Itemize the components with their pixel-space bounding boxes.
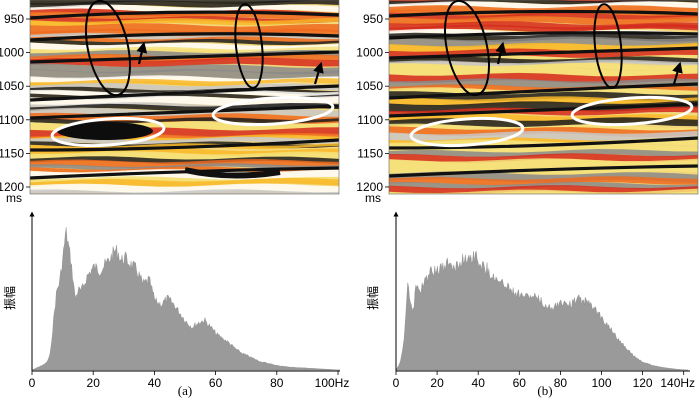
spectrum-b: 振幅 0 20 40 60 80 100 120 140Hz (b)	[365, 211, 695, 398]
frequency-tick-label-b: 100	[591, 376, 611, 390]
time-axis-b: 950 1000 1050 1100 1150 1200	[356, 12, 389, 194]
time-tick-label-a: 1150	[0, 146, 24, 160]
caption-a: (a)	[178, 383, 192, 398]
time-tick-label-a: 1050	[0, 79, 24, 93]
frequency-tick-label-b: 140Hz	[660, 376, 695, 390]
annotations-b	[409, 0, 694, 148]
frequency-tick-label-a: 60	[209, 376, 223, 390]
frequency-axis-b: 0 20 40 60 80 100 120 140Hz	[393, 371, 695, 390]
frequency-axis-a: 0 20 40 60 80 100Hz	[29, 371, 350, 390]
seismic-section-a: 950 1000 1050 1100 1150 1200 ms	[0, 0, 340, 205]
amplitude-label-b: 振幅	[365, 286, 380, 310]
time-tick-label-a: 1000	[0, 46, 24, 60]
seismic-section-b-image	[389, 0, 698, 194]
time-tick-label-b: 1000	[356, 46, 383, 60]
time-tick-label-a: 1200	[0, 180, 24, 194]
caption-b: (b)	[537, 383, 552, 398]
amplitude-label-a: 振幅	[2, 286, 17, 310]
time-axis-a: 950 1000 1050 1100 1150 1200	[0, 12, 30, 194]
spectrum-b-area	[395, 250, 689, 371]
frequency-tick-label-b: 20	[430, 376, 444, 390]
time-tick-label-b: 950	[363, 12, 383, 26]
seismic-section-a-image	[30, 0, 339, 194]
frequency-tick-label-b: 60	[513, 376, 527, 390]
spectrum-a: 振幅 0 20 40 60 80 100Hz (a)	[2, 211, 350, 398]
spectrum-area-a	[31, 227, 341, 371]
frequency-tick-label-a: 100Hz	[315, 376, 350, 390]
frequency-tick-label-a: 0	[29, 376, 36, 390]
time-tick-label-a: 950	[4, 12, 24, 26]
frequency-tick-label-a: 80	[270, 376, 284, 390]
frequency-tick-label-a: 20	[87, 376, 101, 390]
time-tick-label-a: 1100	[0, 113, 24, 127]
spectrum-a-area	[31, 227, 341, 371]
time-tick-label-b: 1100	[357, 113, 383, 127]
annotations-a	[50, 0, 335, 148]
spectrum-area-b	[395, 250, 689, 371]
time-tick-label-b: 1050	[356, 79, 383, 93]
time-unit-label-a: ms	[6, 191, 22, 205]
time-tick-label-b: 1200	[356, 180, 383, 194]
frequency-tick-label-b: 40	[472, 376, 486, 390]
frequency-tick-label-b: 80	[554, 376, 568, 390]
frequency-tick-label-b: 120	[633, 376, 653, 390]
frequency-tick-label-a: 40	[148, 376, 162, 390]
time-tick-label-b: 1150	[357, 146, 383, 160]
frequency-tick-label-b: 0	[393, 376, 400, 390]
seismic-section-b: 950 1000 1050 1100 1150 1200 ms	[356, 0, 699, 205]
time-unit-label-b: ms	[365, 191, 381, 205]
